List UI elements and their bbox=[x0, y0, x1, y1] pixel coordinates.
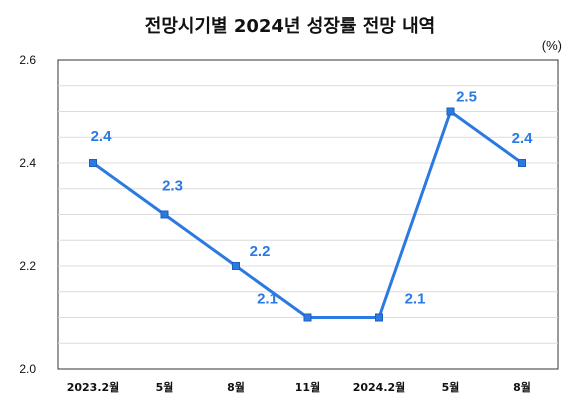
data-label: 2.3 bbox=[162, 178, 183, 195]
data-points bbox=[89, 107, 526, 322]
data-label: 2.4 bbox=[91, 128, 113, 145]
data-point bbox=[160, 210, 169, 219]
y-axis-ticks: 2.0 2.2 2.4 2.6 bbox=[19, 53, 36, 376]
data-point bbox=[232, 262, 240, 270]
data-point bbox=[303, 313, 312, 322]
gridlines bbox=[58, 85, 558, 344]
x-tick-label: 2023.2월 bbox=[67, 380, 120, 394]
data-label: 2.1 bbox=[405, 291, 426, 308]
chart-title: 전망시기별 2024년 성장률 전망 내역 bbox=[144, 16, 436, 37]
x-tick-label: 2024.2월 bbox=[353, 380, 406, 394]
x-tick-label: 11월 bbox=[295, 380, 320, 394]
x-tick-label: 8월 bbox=[513, 380, 531, 394]
y-tick-label: 2.4 bbox=[19, 156, 36, 170]
y-tick-label: 2.0 bbox=[19, 362, 36, 376]
x-tick-label: 5월 bbox=[156, 380, 174, 394]
y-tick-label: 2.6 bbox=[19, 53, 36, 67]
data-label: 2.5 bbox=[456, 89, 477, 106]
data-point bbox=[89, 159, 97, 167]
x-tick-label: 5월 bbox=[442, 380, 460, 394]
data-point bbox=[446, 107, 455, 116]
unit-label: (%) bbox=[541, 38, 562, 53]
data-label: 2.4 bbox=[512, 130, 534, 147]
data-label: 2.2 bbox=[250, 243, 271, 260]
data-label: 2.1 bbox=[257, 291, 278, 308]
data-point bbox=[375, 313, 383, 322]
data-labels: 2.4 2.3 2.2 2.1 2.1 2.5 2.4 bbox=[91, 89, 534, 308]
data-point bbox=[518, 159, 526, 167]
x-tick-label: 8월 bbox=[227, 380, 245, 394]
y-tick-label: 2.2 bbox=[19, 259, 36, 273]
x-axis-ticks: 2023.2월 5월 8월 11월 2024.2월 5월 8월 bbox=[67, 380, 531, 394]
